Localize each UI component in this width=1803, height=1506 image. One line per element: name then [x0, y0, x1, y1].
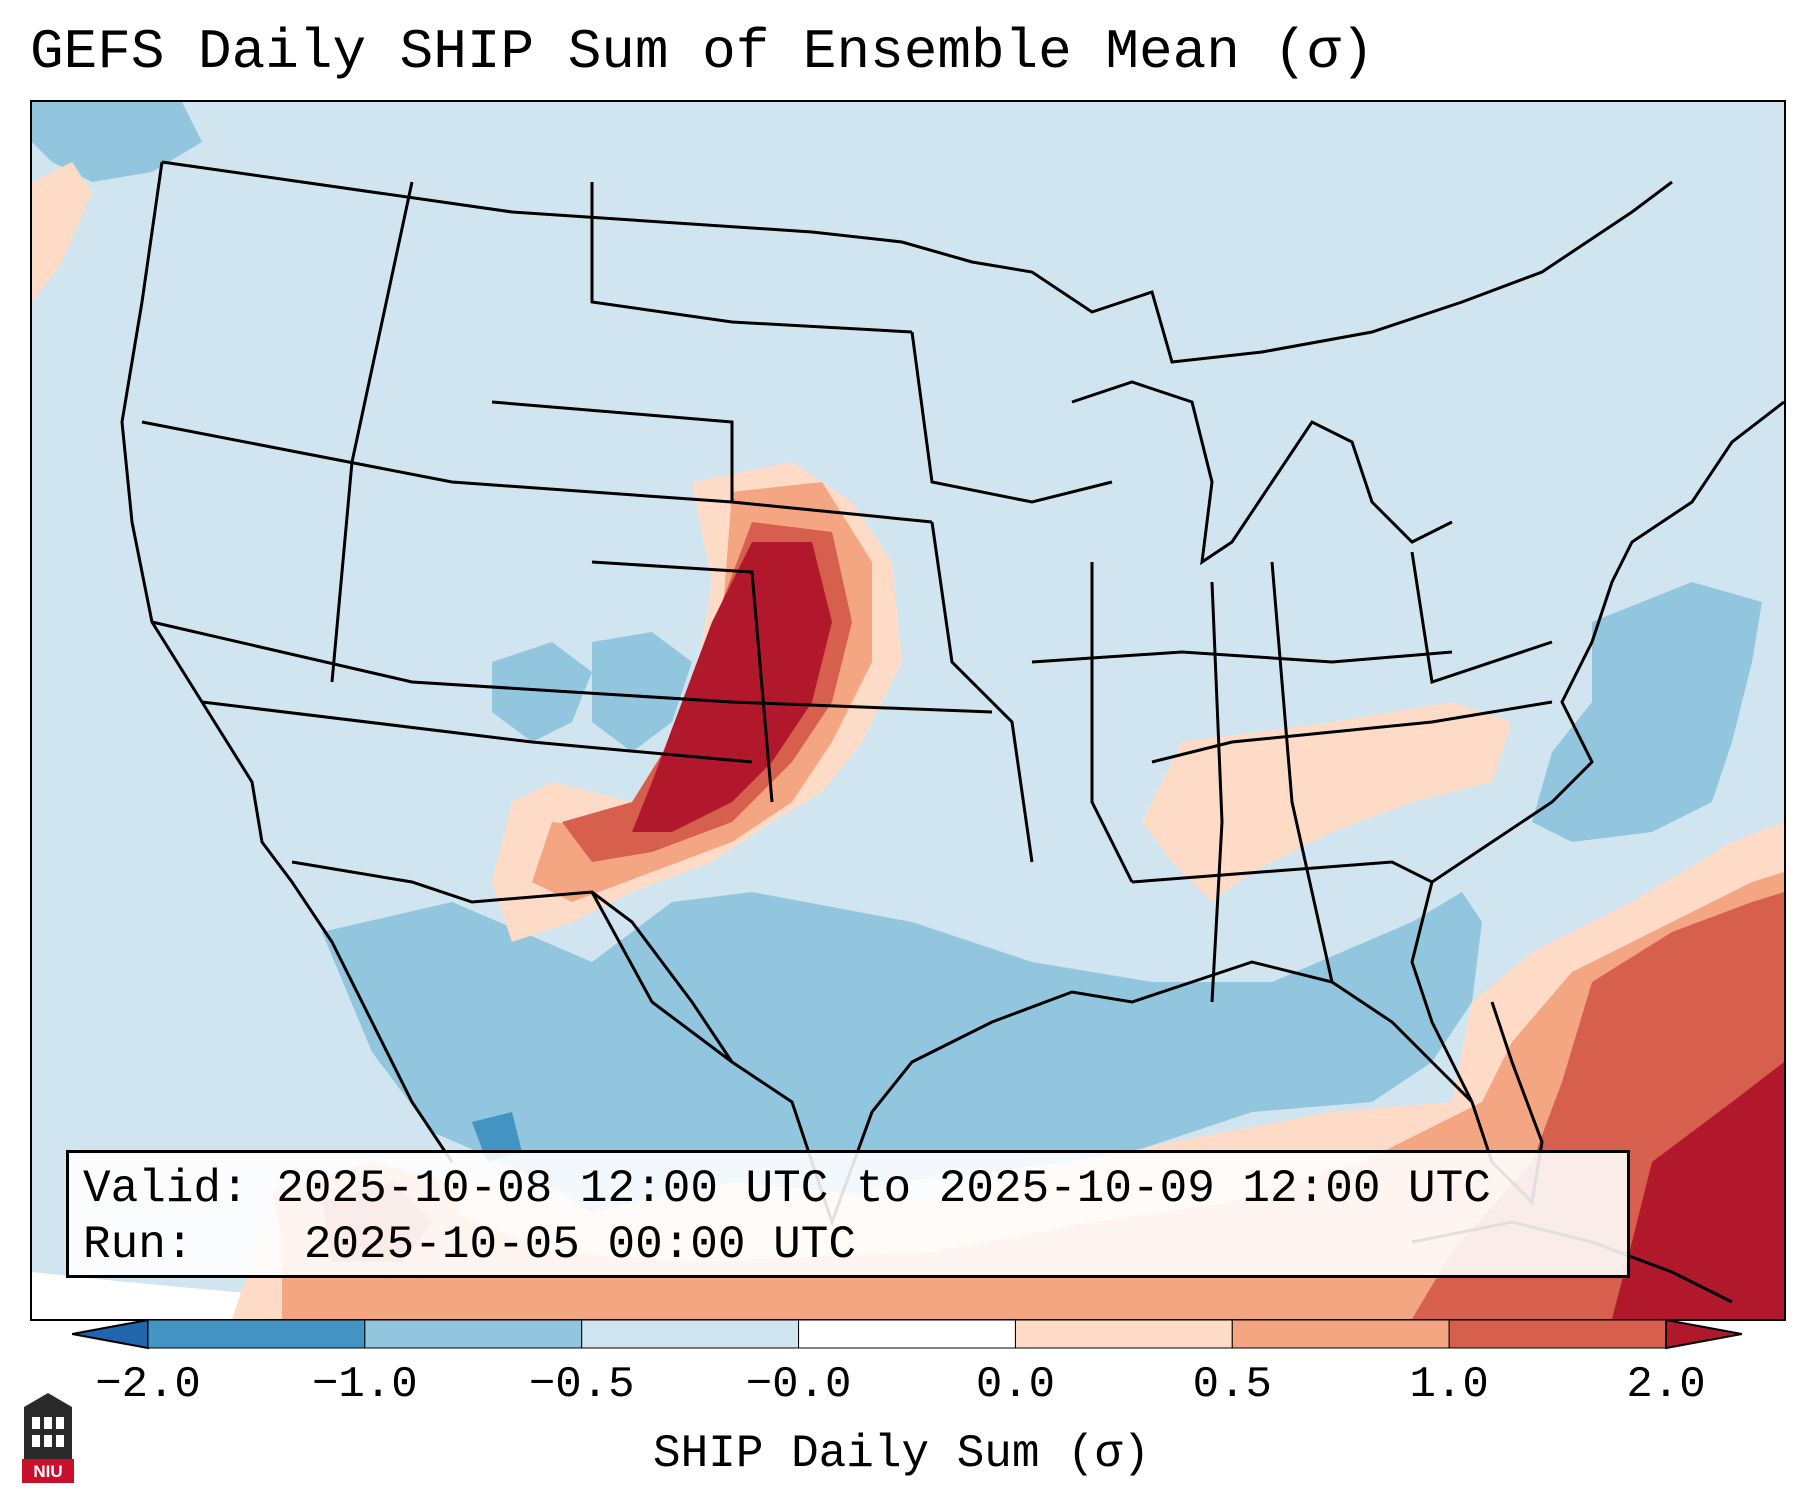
colorbar-tick-label: −0.0 [745, 1360, 852, 1410]
colorbar-tick-label: 0.0 [975, 1360, 1056, 1410]
valid-value: 2025-10-08 12:00 UTC to 2025-10-09 12:00… [276, 1163, 1491, 1215]
state-line-5 [491, 400, 734, 502]
colorbar-label: SHIP Daily Sum (σ) [653, 1428, 1150, 1480]
colorbar-over-arrow [1665, 1318, 1742, 1350]
colorbar-segments [147, 1319, 1667, 1349]
west-coast-light-red [32, 162, 92, 302]
state-line-7 [590, 182, 913, 334]
colorbar-segment [798, 1319, 1016, 1349]
plains-extreme-red [632, 542, 832, 832]
logo-text: NIU [33, 1462, 62, 1481]
west-coast [120, 161, 454, 1163]
colorbar-tick-label: 0.5 [1192, 1360, 1272, 1410]
state-line-4 [591, 560, 774, 803]
chart-title: GEFS Daily SHIP Sum of Ensemble Mean (σ) [30, 20, 1375, 84]
state-line-6 [330, 181, 414, 683]
run-value: 2025-10-05 00:00 UTC [303, 1219, 856, 1271]
gulf-coast [590, 891, 1474, 1227]
colorbar-tick-label: 1.0 [1409, 1360, 1489, 1410]
northwest-blue-region [32, 102, 202, 182]
colorbar-tick-label: 2.0 [1626, 1360, 1706, 1410]
texas-blue-region [672, 902, 982, 1192]
mexico-border [291, 860, 734, 1063]
state-line-1 [141, 420, 933, 524]
state-line-15 [1270, 561, 1334, 983]
ship-field-map [32, 102, 1784, 1319]
state-line-8 [910, 331, 1113, 504]
caribbean-extreme-red [1612, 1062, 1784, 1319]
state-line-9 [930, 521, 1034, 863]
great-lakes [1071, 380, 1453, 566]
colorbar [72, 1318, 1742, 1350]
political-borders [120, 160, 1784, 1304]
colorbar-tick-label: −0.5 [528, 1360, 635, 1410]
colorbar-tick-label: −2.0 [95, 1360, 201, 1410]
university-tower-icon: NIU [22, 1393, 74, 1483]
colorbar-segment [1231, 1319, 1450, 1349]
atlantic-blue-region [1532, 582, 1762, 842]
deep-blue-spot [472, 1112, 522, 1162]
state-line-16 [1410, 551, 1553, 684]
southeast-light-red [1142, 702, 1512, 902]
great-basin-blue-region [492, 642, 592, 742]
colorbar-segment [581, 1319, 800, 1349]
state-line-13 [1090, 562, 1134, 883]
rockies-blue-region [592, 632, 692, 752]
valid-label: Valid: [83, 1163, 249, 1215]
valid-time-box: Valid: 2025-10-08 12:00 UTC to 2025-10-0… [66, 1150, 1630, 1278]
colorbar-under-arrow [72, 1318, 149, 1350]
run-label: Run: [83, 1219, 194, 1271]
colorbar-segment [147, 1319, 366, 1349]
state-line-10 [1031, 650, 1453, 664]
state-line-3 [201, 700, 753, 764]
state-line-14 [1210, 581, 1224, 1003]
colorbar-segment [1448, 1319, 1667, 1349]
colorbar-segment [1014, 1319, 1233, 1349]
state-line-12 [1151, 700, 1553, 764]
us-canada-border [161, 160, 1673, 364]
colorbar-segment [364, 1319, 583, 1349]
east-coast [1410, 400, 1784, 1103]
map-panel [30, 100, 1786, 1321]
state-line-2 [151, 620, 993, 714]
colorbar-tick-label: −1.0 [312, 1360, 418, 1410]
